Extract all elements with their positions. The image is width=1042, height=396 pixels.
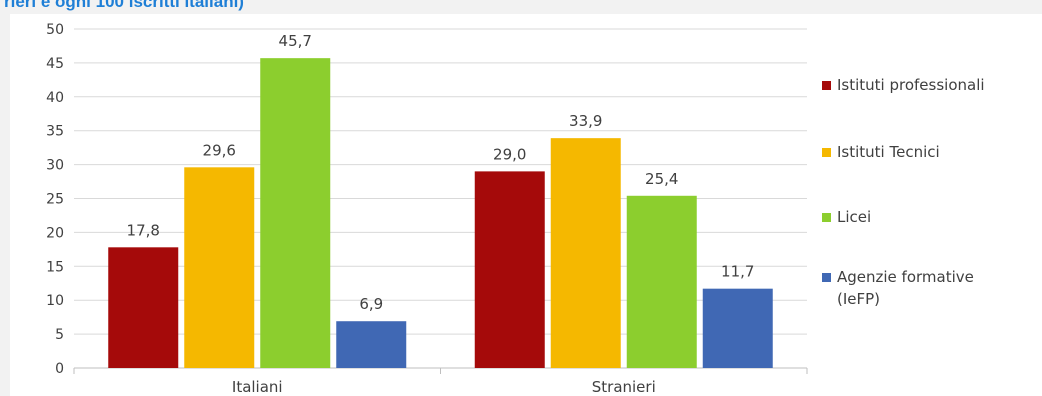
y-tick-label: 25 (46, 192, 64, 208)
data-label: 17,8 (127, 221, 160, 239)
bar (336, 321, 407, 368)
bar (108, 247, 179, 368)
data-label: 45,7 (279, 32, 312, 50)
y-tick-label: 0 (55, 361, 64, 377)
y-tick-label: 35 (46, 124, 64, 140)
x-category-label: Stranieri (592, 378, 656, 396)
bar (474, 171, 545, 368)
bar (260, 58, 331, 369)
legend-swatch (822, 148, 831, 157)
chart-title: rieri e ogni 100 iscritti italiani) (4, 0, 244, 11)
y-tick-label: 10 (46, 293, 64, 309)
data-label: 25,4 (645, 170, 678, 188)
y-tick-label: 20 (46, 225, 64, 241)
data-label: 6,9 (359, 295, 383, 313)
y-tick-label: 15 (46, 259, 64, 275)
data-label: 33,9 (569, 112, 602, 130)
chart-area: 0 5 10 15 20 25 30 35 40 45 50 17,8 29,6 45,7 6,9 Itali… (10, 14, 1042, 396)
x-category-label: Italiani (232, 378, 283, 396)
bar-chart: 0 5 10 15 20 25 30 35 40 45 50 17,8 29,6 45,7 6,9 Itali… (46, 22, 985, 396)
y-tick-label: 40 (46, 90, 64, 106)
bar (550, 138, 621, 368)
y-tick-label: 50 (46, 22, 64, 38)
y-tick-label: 30 (46, 158, 64, 174)
legend-swatch (822, 81, 831, 90)
legend-label: Licei (837, 208, 871, 226)
bar (702, 288, 773, 368)
data-label: 29,6 (203, 141, 236, 159)
y-tick-label: 5 (55, 327, 64, 343)
chart-title-strip: rieri e ogni 100 iscritti italiani) (0, 0, 1042, 14)
legend-label: Istituti Tecnici (837, 143, 940, 161)
legend-label: Istituti professionali (837, 76, 985, 94)
data-label: 11,7 (721, 263, 754, 281)
legend-label: Agenzie formative (IeFP) (837, 268, 974, 308)
data-label: 29,0 (493, 145, 526, 163)
bar (184, 167, 255, 368)
y-tick-label: 45 (46, 56, 64, 72)
bar (626, 195, 697, 368)
legend-swatch (822, 213, 831, 222)
legend-swatch (822, 273, 831, 282)
